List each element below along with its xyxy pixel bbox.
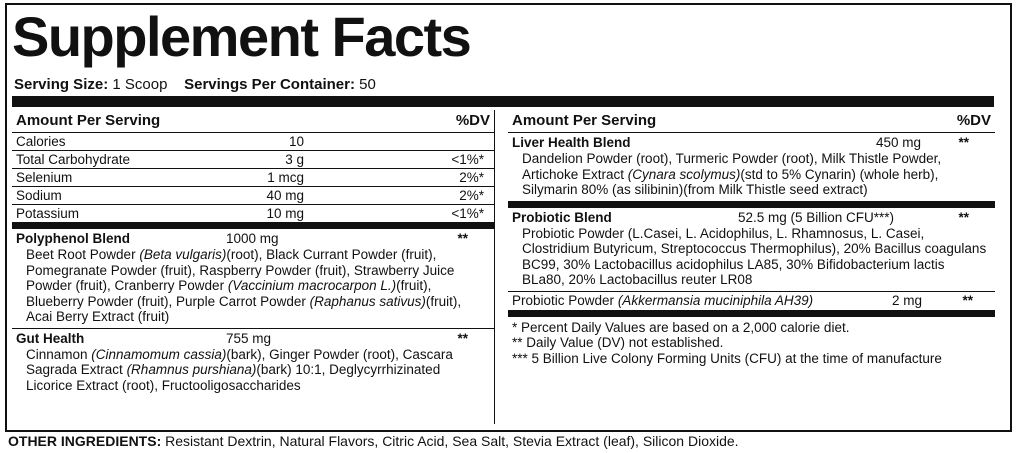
text-segment: (bark), Ginger Powder (root), Cascara Sa… bbox=[26, 346, 453, 378]
column-header: Amount Per Serving %DV bbox=[508, 110, 995, 133]
rule bbox=[508, 200, 995, 208]
blend-row: Polyphenol Blend 1000 mg ** bbox=[16, 231, 490, 247]
nutrient-row: Total Carbohydrate 3 g <1%* bbox=[12, 151, 494, 169]
nutrient-name: Total Carbohydrate bbox=[16, 152, 131, 167]
nutrient-amount: 3 g bbox=[285, 152, 304, 167]
nutrient-row: Selenium 1 mcg 2%* bbox=[12, 169, 494, 187]
blend: Probiotic Blend 52.5 mg (5 Billion CFU***… bbox=[508, 208, 995, 292]
title: Supplement Facts bbox=[12, 5, 472, 68]
right-column: Amount Per Serving %DV Liver Health Blend 4… bbox=[508, 110, 995, 369]
blend-dv: ** bbox=[457, 231, 468, 246]
nutrient-amount: 10 bbox=[288, 134, 304, 149]
text-segment: (fruit), Acai Berry Extract (fruit) bbox=[26, 293, 462, 325]
text-segment: Probiotic Powder (L.Casei, L. Acidophilu… bbox=[522, 225, 987, 288]
single-name: Probiotic Powder (Akkermansia muciniphil… bbox=[512, 293, 813, 308]
other-ingredients: OTHER INGREDIENTS: Resistant Dextrin, Na… bbox=[8, 432, 739, 450]
text-segment: (bark) 10:1, Deglycyrrhizinated Licorice… bbox=[26, 362, 441, 393]
blend: Liver Health Blend 450 mg ** Dandelion Powd… bbox=[508, 133, 995, 201]
blend-dv: ** bbox=[457, 330, 468, 346]
nutrient-amount: 1 mcg bbox=[267, 170, 304, 185]
text-segment: (fruit), Blueberry Powder (fruit), Purpl… bbox=[26, 278, 432, 309]
servings: 50 bbox=[359, 76, 376, 93]
nutrient-dv: 2%* bbox=[459, 188, 484, 203]
nutrient-dv: 2%* bbox=[459, 170, 484, 185]
blend-amount: 52.5 mg (5 Billion CFU***) bbox=[738, 209, 895, 225]
text-segment: (Vaccinium macrocarpon L.) bbox=[227, 278, 397, 293]
footnote: ** Daily Value (DV) not established. bbox=[512, 335, 724, 350]
rule bbox=[12, 222, 494, 229]
text-segment: (Akkermansia muciniphila AH39) bbox=[617, 292, 814, 308]
blend-name: Gut Health bbox=[16, 330, 85, 346]
nutrient-name: Selenium bbox=[16, 170, 73, 185]
serving-size: 1 Scoop bbox=[112, 76, 168, 93]
nutrient-row: Potassium 10 mg <1%* bbox=[12, 205, 494, 222]
text-segment: (Rhamnus purshiana) bbox=[126, 362, 257, 377]
single-row: Probiotic Powder (Akkermansia muciniphil… bbox=[508, 292, 995, 310]
blend-description: Beet Root Powder (Beta vulgaris)(root), … bbox=[16, 247, 490, 325]
nutrient-name: Sodium bbox=[16, 188, 62, 203]
nutrient-name: Calories bbox=[16, 134, 66, 149]
text-segment: Cinnamon bbox=[26, 346, 92, 362]
blend-name: Polyphenol Blend bbox=[16, 231, 131, 246]
blend-dv: ** bbox=[958, 135, 969, 150]
rule bbox=[508, 309, 995, 317]
header-cell: %DV bbox=[956, 112, 991, 129]
blend-description: Cinnamon (Cinnamomum cassia)(bark), Ging… bbox=[16, 347, 490, 394]
footnotes: * Percent Daily Values are based on a 2,… bbox=[508, 317, 995, 370]
nutrient-dv: <1%* bbox=[451, 152, 484, 167]
text-segment: Beet Root Powder bbox=[26, 247, 140, 262]
blend-row: Gut Health 755 mg ** bbox=[16, 331, 490, 347]
blend-amount: 450 mg bbox=[876, 135, 922, 150]
blend: Polyphenol Blend 1000 mg ** Beet Root Powde… bbox=[12, 229, 494, 329]
blend-amount: 1000 mg bbox=[226, 231, 279, 246]
blend: Gut Health 755 mg ** Cinnamon (Cinnamomum c… bbox=[12, 329, 494, 397]
blend-description: Probiotic Powder (L.Casei, L. Acidophilu… bbox=[512, 226, 991, 288]
blend-amount: 755 mg bbox=[226, 330, 272, 346]
other-text: Resistant Dextrin, Natural Flavors, Citr… bbox=[165, 433, 739, 449]
left-column: Amount Per Serving %DV Calories 10 Total Car… bbox=[12, 110, 495, 424]
rule bbox=[12, 96, 994, 107]
nutrient-name: Potassium bbox=[16, 206, 80, 221]
text-segment: (std to 5% Cynarin) (whole herb), Silyma… bbox=[522, 166, 939, 198]
servings-label: Servings Per Container: bbox=[184, 76, 355, 93]
blend-row: Probiotic Blend 52.5 mg (5 Billion CFU***… bbox=[512, 210, 991, 226]
text-segment: Probiotic Powder bbox=[512, 292, 618, 308]
text-segment: Dandelion Powder (root), Turmeric Powder… bbox=[522, 151, 942, 182]
label-box bbox=[5, 3, 1012, 432]
column-header: Amount Per Serving %DV bbox=[12, 110, 494, 133]
header-cell: %DV bbox=[455, 112, 490, 129]
text-segment: (Beta vulgaris) bbox=[139, 247, 227, 262]
footnote: * Percent Daily Values are based on a 2,… bbox=[512, 319, 850, 335]
text-segment: (Cinnamomum cassia) bbox=[91, 346, 227, 362]
nutrient-dv: <1%* bbox=[451, 206, 484, 221]
header-cell: Amount Per Serving bbox=[16, 112, 161, 129]
nutrient-amount: 40 mg bbox=[266, 188, 304, 203]
text-segment: (Raphanus sativus) bbox=[309, 293, 426, 309]
blend-name: Liver Health Blend bbox=[512, 135, 631, 150]
blend-name: Probiotic Blend bbox=[512, 209, 612, 225]
other-label: OTHER INGREDIENTS: bbox=[8, 433, 162, 449]
nutrient-amount: 10 mg bbox=[266, 206, 304, 221]
nutrient-row: Calories 10 bbox=[12, 133, 494, 151]
serving-size-label: Serving Size: bbox=[14, 76, 109, 93]
serving-info: Serving Size: 1 Scoop Servings Per Conta… bbox=[14, 76, 376, 94]
blend-description: Dandelion Powder (root), Turmeric Powder… bbox=[512, 151, 991, 198]
blend-dv: ** bbox=[958, 209, 969, 225]
nutrient-row: Sodium 40 mg 2%* bbox=[12, 187, 494, 205]
single-amount: 2 mg bbox=[892, 292, 923, 308]
text-segment: (Cynara scolymus) bbox=[627, 166, 741, 182]
single-dv: ** bbox=[962, 292, 973, 308]
blend-row: Liver Health Blend 450 mg ** bbox=[512, 135, 991, 151]
footnote: *** 5 Billion Live Colony Forming Units … bbox=[512, 350, 942, 366]
header-cell: Amount Per Serving bbox=[512, 112, 657, 129]
text-segment: (root), Black Currant Powder (fruit), Po… bbox=[26, 247, 455, 293]
